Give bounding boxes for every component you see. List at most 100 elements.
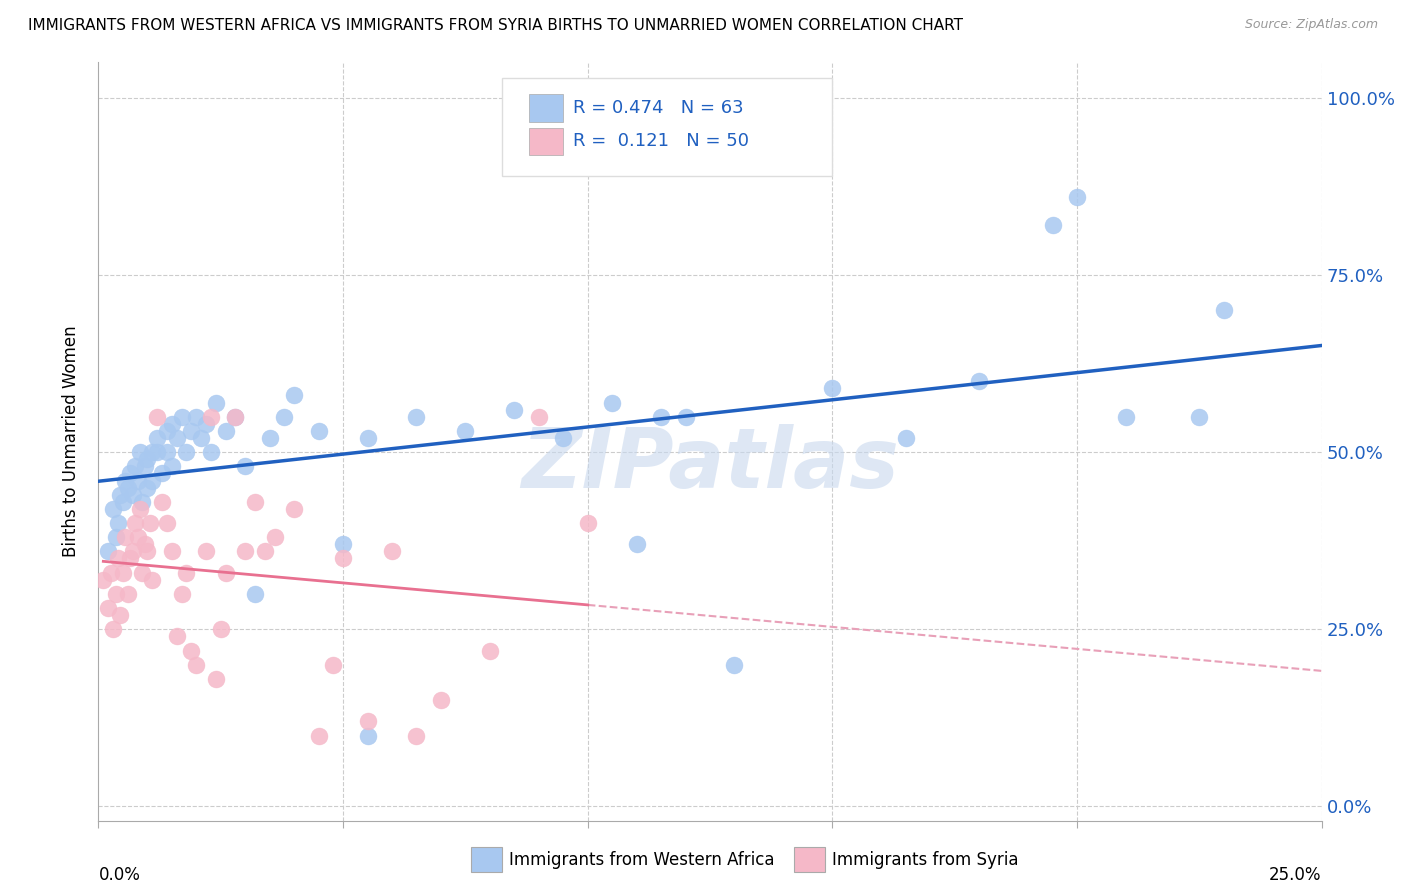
Point xyxy=(553,431,575,445)
Text: ZIPatlas: ZIPatlas xyxy=(522,424,898,505)
Point xyxy=(114,474,136,488)
Point xyxy=(233,544,256,558)
Point xyxy=(723,657,745,672)
Point xyxy=(209,623,232,637)
Bar xyxy=(529,128,564,155)
Point xyxy=(180,424,202,438)
Point xyxy=(454,424,477,438)
Point xyxy=(1115,409,1137,424)
Y-axis label: Births to Unmarried Women: Births to Unmarried Women xyxy=(62,326,80,558)
Point xyxy=(160,544,183,558)
Text: IMMIGRANTS FROM WESTERN AFRICA VS IMMIGRANTS FROM SYRIA BIRTHS TO UNMARRIED WOME: IMMIGRANTS FROM WESTERN AFRICA VS IMMIGR… xyxy=(28,18,963,33)
Point xyxy=(104,587,127,601)
Point xyxy=(214,566,236,580)
Point xyxy=(160,417,183,431)
Point xyxy=(101,623,124,637)
Point xyxy=(117,481,139,495)
Point xyxy=(176,445,198,459)
Point xyxy=(381,544,404,558)
Point xyxy=(356,714,378,729)
Point xyxy=(675,409,697,424)
Point xyxy=(332,551,354,566)
Point xyxy=(121,488,143,502)
Point xyxy=(170,409,193,424)
Point xyxy=(156,516,179,530)
Point xyxy=(224,409,246,424)
Point xyxy=(150,495,173,509)
Point xyxy=(97,601,120,615)
Point xyxy=(120,467,142,481)
Text: R =  0.121   N = 50: R = 0.121 N = 50 xyxy=(574,132,749,150)
Point xyxy=(107,551,129,566)
Point xyxy=(527,409,550,424)
Point xyxy=(146,431,169,445)
Point xyxy=(111,566,134,580)
Point xyxy=(127,474,149,488)
Point xyxy=(97,544,120,558)
Point xyxy=(156,445,179,459)
Point xyxy=(160,459,183,474)
Point xyxy=(243,495,266,509)
Point xyxy=(200,409,222,424)
Point xyxy=(273,409,295,424)
Text: 0.0%: 0.0% xyxy=(98,866,141,884)
Point xyxy=(405,729,427,743)
Point xyxy=(131,566,153,580)
Point xyxy=(136,452,159,467)
Text: R = 0.474   N = 63: R = 0.474 N = 63 xyxy=(574,99,744,117)
Point xyxy=(478,643,501,657)
Point xyxy=(110,488,132,502)
Point xyxy=(139,516,162,530)
Point xyxy=(136,544,159,558)
Point xyxy=(111,495,134,509)
Point xyxy=(156,424,179,438)
Point xyxy=(186,657,208,672)
Point xyxy=(121,544,143,558)
Point xyxy=(356,431,378,445)
Point xyxy=(894,431,917,445)
Point xyxy=(124,516,146,530)
Bar xyxy=(529,95,564,121)
Text: Immigrants from Western Africa: Immigrants from Western Africa xyxy=(509,851,775,869)
Point xyxy=(141,474,163,488)
Point xyxy=(1188,409,1211,424)
Point xyxy=(1066,190,1088,204)
Point xyxy=(967,374,990,388)
Point xyxy=(821,381,844,395)
Point xyxy=(650,409,672,424)
Point xyxy=(186,409,208,424)
Point xyxy=(127,530,149,544)
Point xyxy=(626,537,648,551)
FancyBboxPatch shape xyxy=(502,78,832,177)
Point xyxy=(224,409,246,424)
Point xyxy=(308,729,330,743)
Point xyxy=(170,587,193,601)
Point xyxy=(110,608,132,623)
Point xyxy=(117,587,139,601)
Point xyxy=(101,501,124,516)
Point xyxy=(150,467,173,481)
Point xyxy=(195,544,218,558)
Point xyxy=(114,530,136,544)
Point xyxy=(107,516,129,530)
Point xyxy=(195,417,218,431)
Point xyxy=(205,672,228,686)
Point xyxy=(356,729,378,743)
Point xyxy=(430,693,453,707)
Point xyxy=(129,445,152,459)
Point xyxy=(332,537,354,551)
Point xyxy=(134,459,156,474)
Point xyxy=(308,424,330,438)
Point xyxy=(124,459,146,474)
Point xyxy=(283,501,305,516)
Point xyxy=(141,445,163,459)
Point xyxy=(1042,219,1064,233)
Point xyxy=(576,516,599,530)
Point xyxy=(166,431,188,445)
Point xyxy=(259,431,281,445)
Text: Source: ZipAtlas.com: Source: ZipAtlas.com xyxy=(1244,18,1378,31)
Point xyxy=(205,395,228,409)
Point xyxy=(1212,303,1234,318)
Point xyxy=(91,573,114,587)
Point xyxy=(263,530,285,544)
